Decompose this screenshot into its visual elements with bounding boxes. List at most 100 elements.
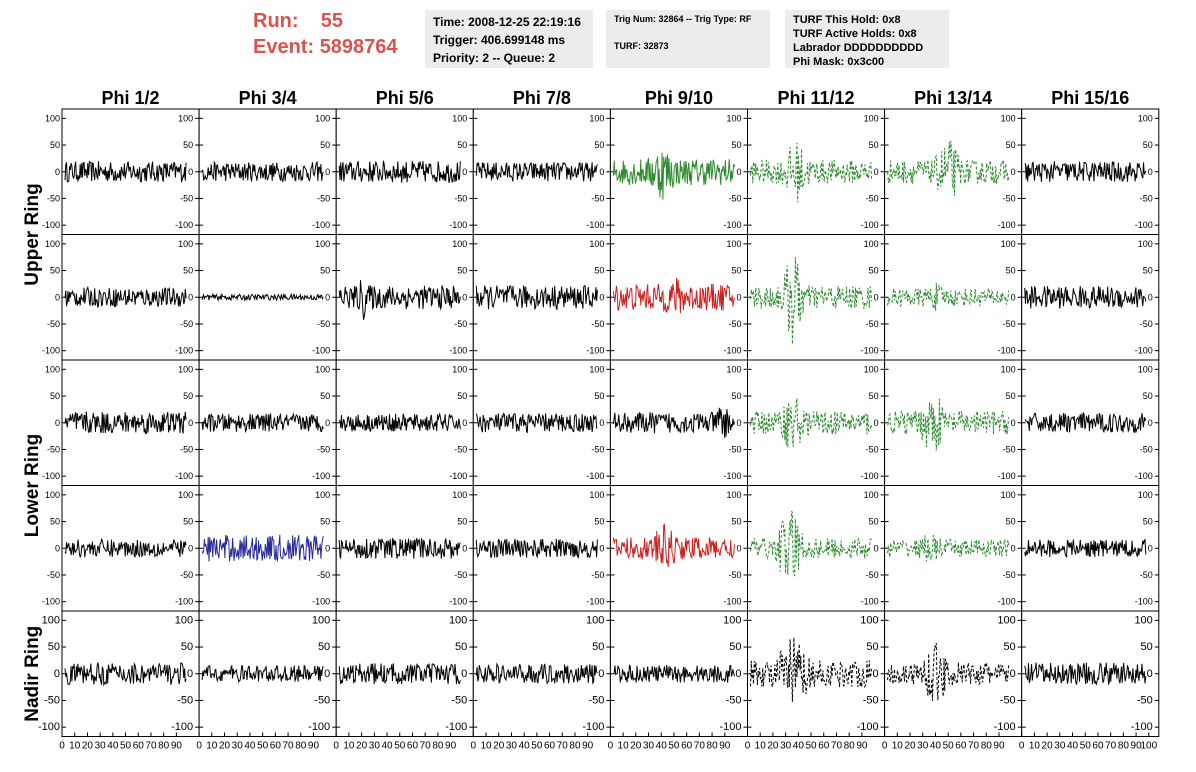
x-tick-label: 70 bbox=[968, 741, 980, 752]
y-tick-label: -100 bbox=[312, 471, 330, 481]
y-tick-label: 50 bbox=[1143, 140, 1153, 150]
x-tick-label: 70 bbox=[1105, 741, 1117, 752]
y-tick-label: -50 bbox=[451, 694, 467, 706]
y-tick-label: 50 bbox=[457, 391, 467, 401]
y-tick-label: -100 bbox=[175, 346, 193, 356]
waveform-series bbox=[338, 663, 461, 685]
waveform-series bbox=[887, 534, 1010, 562]
waveform-panel: -100 -50 0 50 100 bbox=[1021, 108, 1160, 235]
y-tick-label: 0 bbox=[462, 167, 467, 177]
x-tick-label: 40 bbox=[1067, 741, 1079, 752]
waveform-panel: -100 -100 -50 -50 0 0 50 50 100 100 bbox=[42, 485, 200, 612]
y-tick-label: -50 bbox=[591, 570, 604, 580]
y-tick-label: 50 bbox=[731, 140, 741, 150]
y-tick-label: 50 bbox=[869, 517, 879, 527]
waveform-series bbox=[201, 160, 324, 183]
y-tick-label: 100 bbox=[452, 239, 467, 249]
x-tick-label: 40 bbox=[930, 741, 942, 752]
waveform-series bbox=[338, 160, 461, 184]
turf-hold-line: TURF This Hold: 0x8 bbox=[793, 14, 901, 26]
y-tick-label: -50 bbox=[317, 444, 330, 454]
column-header: Phi 7/8 bbox=[513, 88, 571, 108]
y-tick-label: 0 bbox=[1011, 292, 1016, 302]
run-value: 55 bbox=[320, 10, 344, 32]
y-tick-label: -100 bbox=[175, 471, 193, 481]
y-tick-label: -100 bbox=[1135, 471, 1153, 481]
x-tick-label: 10 bbox=[755, 741, 767, 752]
waveform-panel: -100 -50 0 50 100 bbox=[884, 234, 1023, 361]
y-tick-label: -100 bbox=[998, 346, 1016, 356]
x-tick-label: 20 bbox=[219, 741, 231, 752]
y-tick-label: 100 bbox=[997, 614, 1015, 626]
waveform-series bbox=[887, 642, 1010, 701]
y-tick-label: 50 bbox=[455, 641, 467, 653]
waveform-series bbox=[64, 285, 187, 309]
y-tick-label: 100 bbox=[178, 239, 193, 249]
y-tick-label: 0 bbox=[736, 543, 741, 553]
y-tick-label: 100 bbox=[1001, 364, 1016, 374]
y-tick-label: 50 bbox=[866, 641, 878, 653]
waveform-series bbox=[201, 534, 324, 563]
x-tick-label: 0 bbox=[333, 741, 339, 752]
y-tick-label: -100 bbox=[42, 597, 60, 607]
y-tick-label: -100 bbox=[171, 721, 193, 733]
y-tick-label: -100 bbox=[42, 346, 60, 356]
y-tick-label: 50 bbox=[1143, 517, 1153, 527]
turf-active-line: TURF Active Holds: 0x8 bbox=[793, 28, 917, 40]
y-tick-label: -50 bbox=[591, 193, 604, 203]
y-tick-label: 0 bbox=[599, 292, 604, 302]
waveform-panel: -100 -50 0 50 100 bbox=[198, 610, 337, 737]
y-tick-label: -50 bbox=[1137, 694, 1153, 706]
y-tick-label: -100 bbox=[1135, 220, 1153, 230]
y-tick-label: -50 bbox=[454, 570, 467, 580]
x-tick-label: 90 bbox=[993, 741, 1005, 752]
y-tick-label: 50 bbox=[731, 391, 741, 401]
waveform-panel: -100 -50 0 50 100 bbox=[747, 485, 886, 612]
y-tick-label: -100 bbox=[861, 220, 879, 230]
y-tick-label: 100 bbox=[452, 113, 467, 123]
y-tick-label: -50 bbox=[728, 319, 741, 329]
y-tick-label: -50 bbox=[863, 694, 879, 706]
y-tick-label: -50 bbox=[591, 319, 604, 329]
waveform-panel: -100 -50 0 50 100 bbox=[472, 610, 611, 737]
trigger-line: Trigger: 406.699148 ms bbox=[433, 33, 566, 47]
y-tick-label: -50 bbox=[47, 444, 60, 454]
y-tick-label: 0 bbox=[55, 418, 60, 428]
y-tick-label: -100 bbox=[586, 346, 604, 356]
panel-frame bbox=[609, 485, 749, 612]
y-tick-label: -100 bbox=[998, 220, 1016, 230]
y-tick-label: 100 bbox=[45, 490, 60, 500]
x-tick-label: 30 bbox=[780, 741, 792, 752]
x-tick-label: 80 bbox=[569, 741, 581, 752]
y-tick-label: 0 bbox=[55, 543, 60, 553]
waveform-series bbox=[201, 412, 324, 434]
x-tick-label: 30 bbox=[95, 741, 107, 752]
panel-frame bbox=[335, 610, 474, 737]
x-tick-label: 70 bbox=[420, 741, 432, 752]
y-tick-label: -100 bbox=[308, 721, 330, 733]
turf-info-box: TURF This Hold: 0x8 TURF Active Holds: 0… bbox=[785, 10, 949, 68]
panel-frame bbox=[747, 359, 886, 486]
y-tick-label: -50 bbox=[1000, 694, 1016, 706]
y-tick-label: -50 bbox=[1140, 570, 1153, 580]
y-tick-label: -100 bbox=[586, 597, 604, 607]
x-tick-label: 60 bbox=[681, 741, 693, 752]
waveform-panel: -100 -50 0 50 100 bbox=[472, 108, 611, 235]
y-tick-label: 0 bbox=[187, 668, 193, 680]
y-tick-label: 100 bbox=[589, 239, 604, 249]
event-label: Event: bbox=[253, 36, 315, 58]
y-tick-label: 100 bbox=[589, 113, 604, 123]
column-header: Phi 13/14 bbox=[914, 88, 992, 108]
waveform-series bbox=[201, 664, 324, 684]
y-tick-label: 100 bbox=[1134, 614, 1152, 626]
x-tick-label: 70 bbox=[557, 741, 569, 752]
y-tick-label: 50 bbox=[729, 641, 741, 653]
x-tick-label: 0 bbox=[196, 741, 202, 752]
y-tick-label: 0 bbox=[324, 668, 330, 680]
y-tick-label: 100 bbox=[1001, 239, 1016, 249]
y-tick-label: -100 bbox=[312, 220, 330, 230]
y-tick-label: -100 bbox=[723, 220, 741, 230]
y-tick-label: 0 bbox=[735, 668, 741, 680]
event-row: Event: 5898764 bbox=[253, 34, 398, 60]
x-tick-label: 50 bbox=[531, 741, 543, 752]
